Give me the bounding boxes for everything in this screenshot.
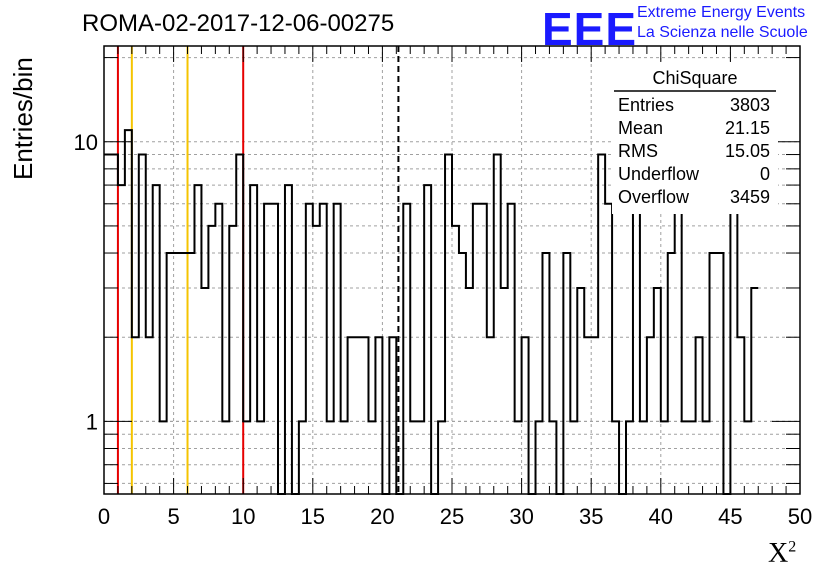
stats-value: 15.05	[725, 141, 770, 161]
x-tick-label: 25	[440, 504, 464, 529]
x-tick-label: 45	[718, 504, 742, 529]
stats-title: ChiSquare	[652, 68, 737, 88]
x-tick-label: 50	[788, 504, 812, 529]
stats-value: 3803	[730, 95, 770, 115]
stats-label: Mean	[618, 118, 663, 138]
x-tick-label: 10	[231, 504, 255, 529]
stats-value: 0	[760, 164, 770, 184]
stats-label: Entries	[618, 95, 674, 115]
x-axis-label-sup: 2	[788, 538, 797, 556]
stats-label: Underflow	[618, 164, 700, 184]
histogram-line	[104, 129, 759, 495]
y-axis-label: Entries/bin	[8, 57, 38, 180]
stats-label: RMS	[618, 141, 658, 161]
eee-logo: EEE	[542, 3, 638, 55]
logo-line-2: La Scienza nelle Scuole	[637, 24, 808, 41]
x-tick-label: 5	[167, 504, 179, 529]
stats-value: 21.15	[725, 118, 770, 138]
x-tick-label: 20	[370, 504, 394, 529]
y-tick-label: 10	[74, 130, 98, 155]
x-axis-label-main: Χ	[768, 538, 789, 569]
x-axis-label: Χ2	[768, 538, 796, 570]
x-tick-label: 35	[579, 504, 603, 529]
stats-label: Overflow	[618, 187, 690, 207]
x-tick-label: 40	[649, 504, 673, 529]
stats-value: 3459	[730, 187, 770, 207]
x-tick-label: 0	[98, 504, 110, 529]
logo-line-1: Extreme Energy Events	[637, 4, 806, 21]
y-tick-label: 1	[86, 409, 98, 434]
stats-box	[612, 64, 778, 214]
chart-title: ROMA-02-2017-12-06-00275	[82, 10, 395, 37]
x-tick-label: 30	[509, 504, 533, 529]
x-tick-label: 15	[301, 504, 325, 529]
